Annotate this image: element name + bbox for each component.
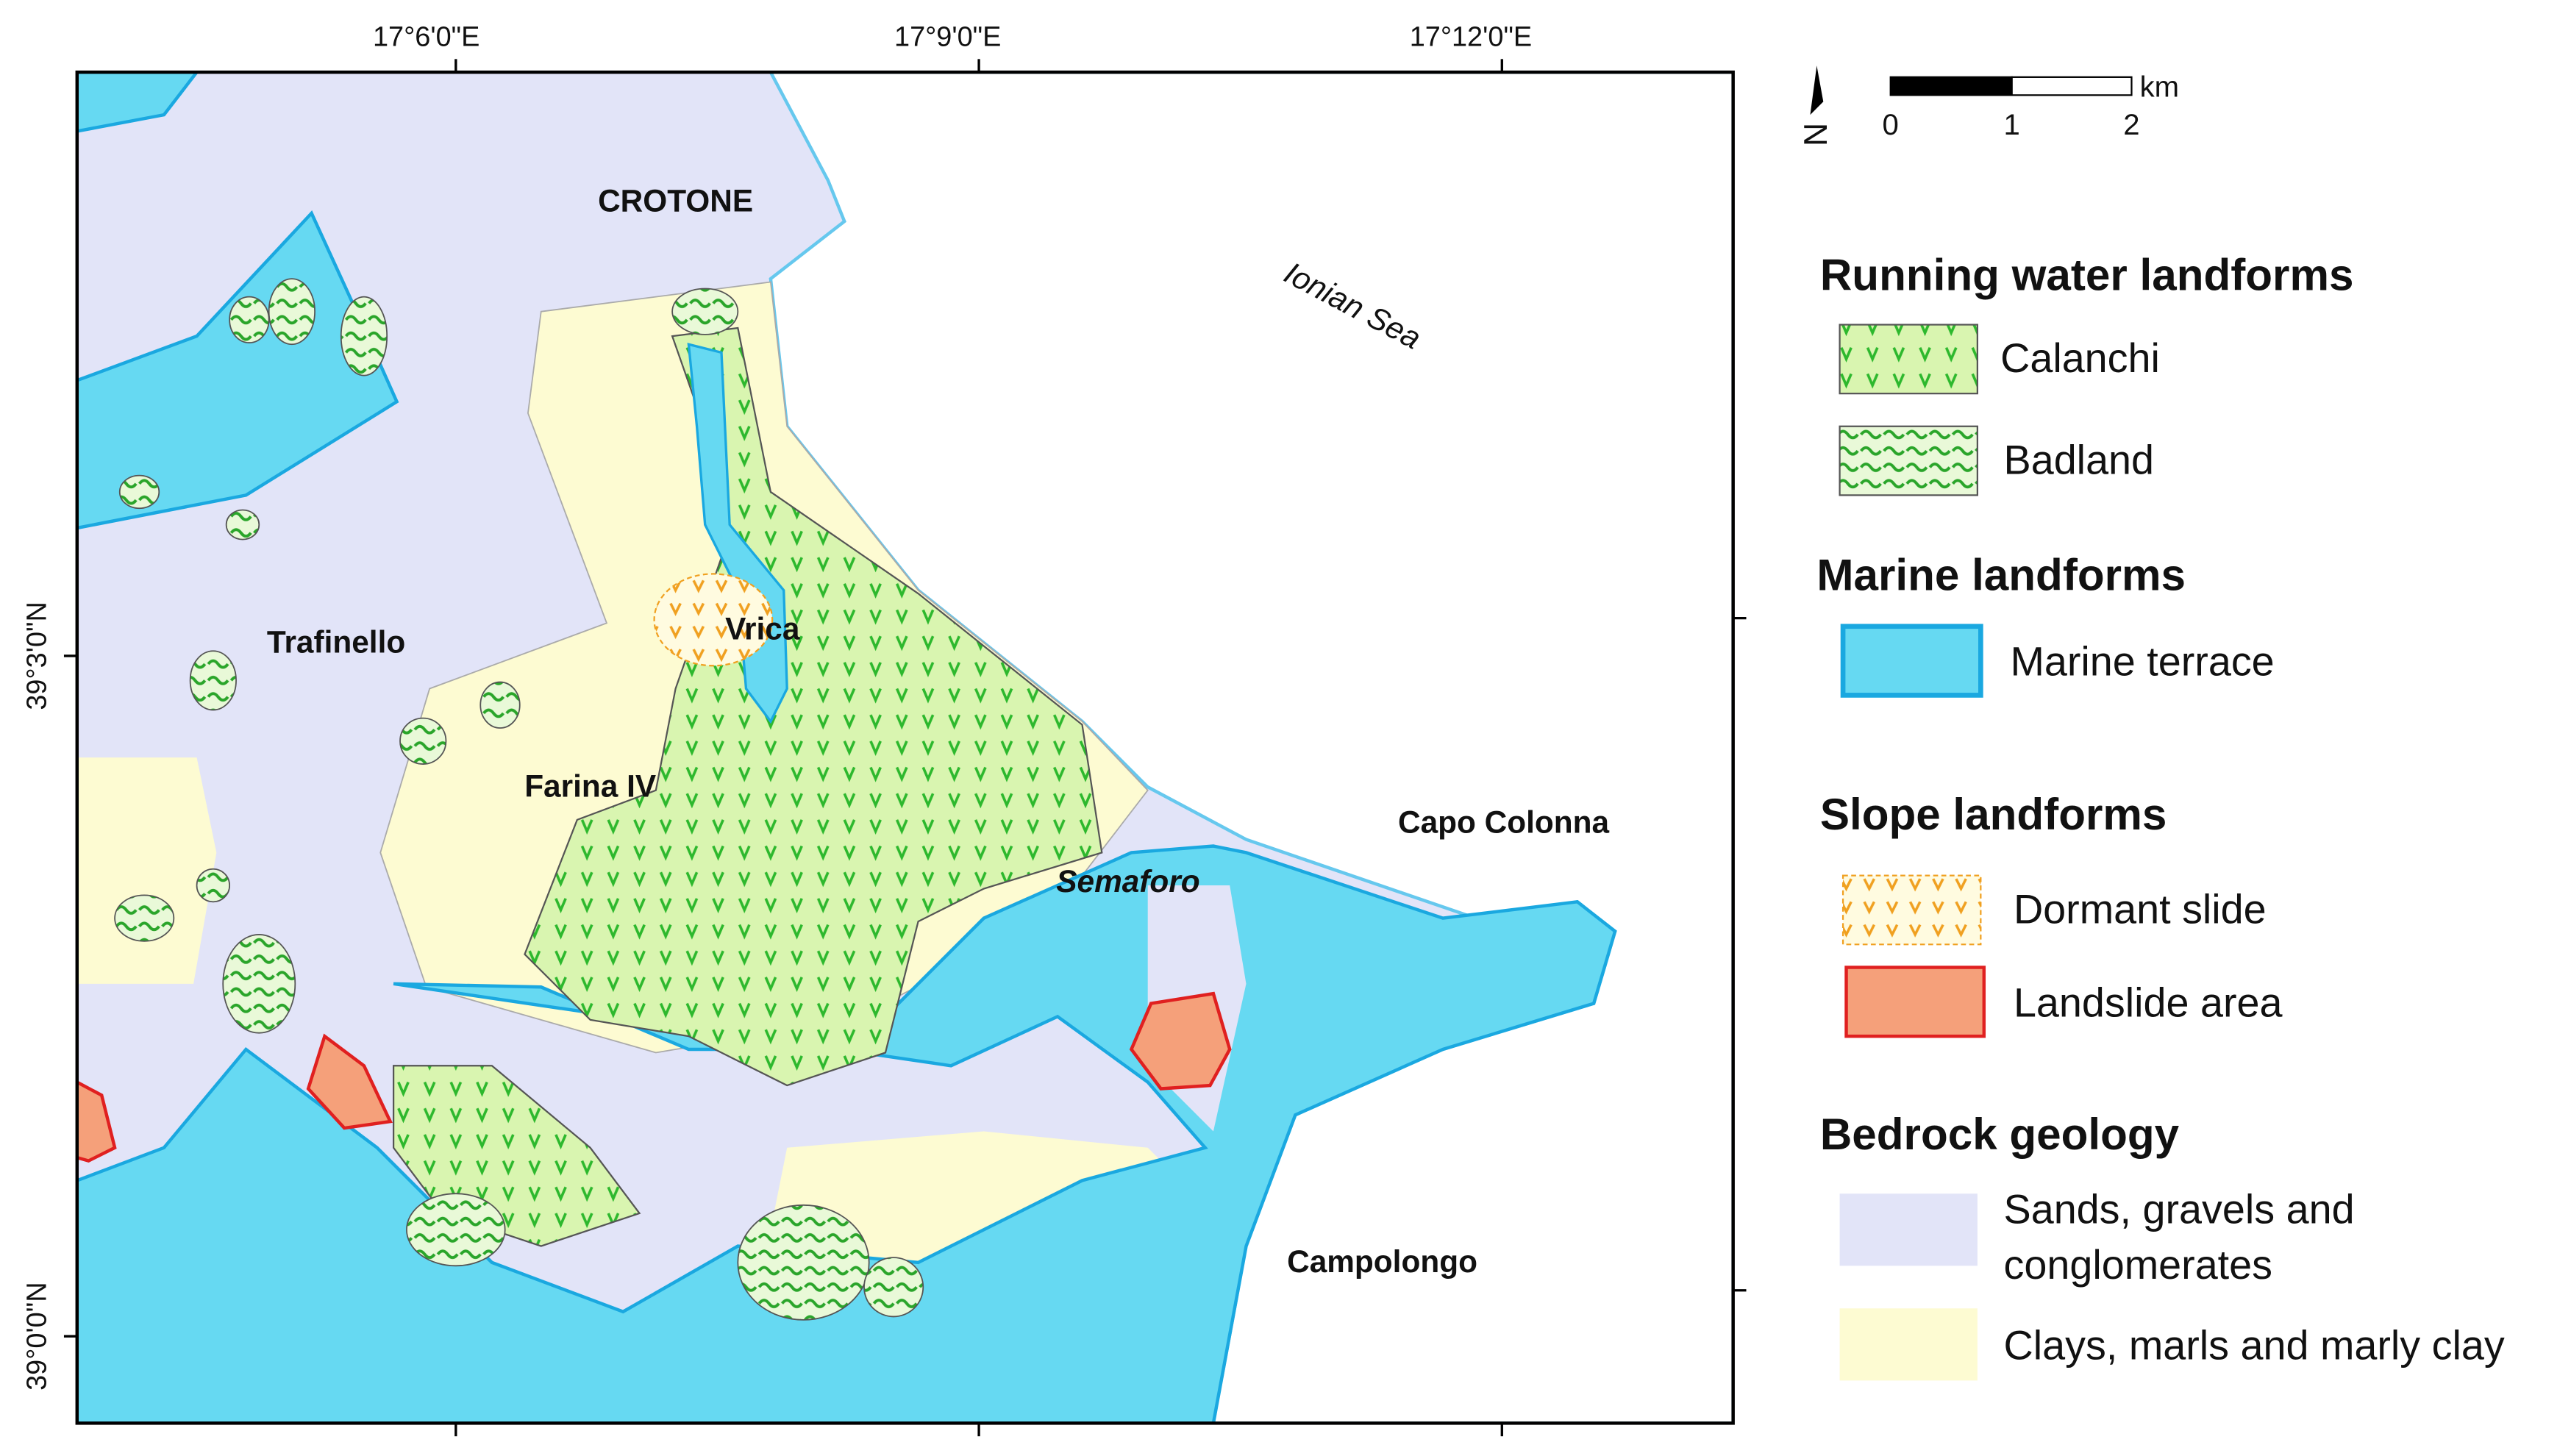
badland xyxy=(671,288,739,335)
badland xyxy=(863,1257,924,1318)
legend-swatch xyxy=(1839,1193,1978,1266)
badland xyxy=(479,681,521,729)
lon-label: 17°6'0"E xyxy=(373,21,479,52)
legend-swatch xyxy=(1840,624,1983,698)
legend-item: Dormant slide xyxy=(2014,886,2267,932)
scale-tick: 2 xyxy=(2123,108,2139,141)
place-label: Vrica xyxy=(725,612,800,646)
map-frame xyxy=(75,70,1735,1425)
lat-label: 39°3'0"N xyxy=(21,602,52,710)
legend-item: Clays, marls and marly clay xyxy=(2004,1322,2505,1368)
badland xyxy=(737,1204,870,1321)
dormant-slide xyxy=(653,573,774,667)
scale-tick: 0 xyxy=(1883,108,1899,141)
badland xyxy=(225,509,260,540)
badland xyxy=(340,296,388,377)
legend-item: Calanchi xyxy=(2000,335,2160,381)
clays-area xyxy=(76,757,217,984)
legend-swatch xyxy=(1844,966,1986,1038)
legend-item: Badland xyxy=(2004,437,2154,482)
legend-heading: Marine landforms xyxy=(1816,551,2186,600)
scale-bar: 0 1 2 km xyxy=(1883,71,2180,141)
calanchi xyxy=(524,326,1103,1087)
legend-swatch xyxy=(1841,874,1982,946)
north-label: N xyxy=(1798,123,1834,146)
legend: Running water landforms Calanchi Badland… xyxy=(1816,251,2505,1381)
lon-label: 17°9'0"E xyxy=(894,21,1001,52)
legend-heading: Running water landforms xyxy=(1820,251,2354,300)
scale-unit: km xyxy=(2140,71,2179,104)
place-label: Semaforo xyxy=(1056,864,1199,899)
legend-item: conglomerates xyxy=(2004,1242,2272,1288)
graticule-ticks xyxy=(63,59,1747,1437)
place-label: Campolongo xyxy=(1287,1244,1477,1279)
legend-item: Marine terrace xyxy=(2010,639,2274,685)
place-label: Trafinello xyxy=(267,624,405,659)
legend-heading: Bedrock geology xyxy=(1820,1110,2180,1159)
badland xyxy=(399,717,447,765)
north-arrow-head xyxy=(1810,65,1824,115)
legend-swatch xyxy=(1839,1308,1978,1381)
lat-label: 39°0'0"N xyxy=(21,1282,52,1391)
landslide xyxy=(76,1080,117,1163)
lon-label: 17°12'0"E xyxy=(1410,21,1532,52)
landslide xyxy=(1129,991,1232,1091)
scale-segment xyxy=(2011,76,2133,96)
scale-tick: 1 xyxy=(2004,108,2020,141)
legend-swatch xyxy=(1839,425,1979,496)
place-label: CROTONE xyxy=(598,184,753,218)
badland xyxy=(189,650,237,711)
badland xyxy=(406,1193,506,1267)
place-label: Capo Colonna xyxy=(1398,805,1610,840)
legend-item: Sands, gravels and xyxy=(2004,1186,2355,1232)
legend-item: Landslide area xyxy=(2014,979,2283,1025)
badland xyxy=(222,934,296,1034)
badland-group xyxy=(114,278,924,1321)
legend-heading: Slope landforms xyxy=(1820,790,2167,839)
badland xyxy=(196,868,231,903)
map-body xyxy=(76,72,1733,1424)
badland xyxy=(268,278,315,346)
landslide xyxy=(306,1033,393,1130)
place-label: Farina IV xyxy=(524,769,656,804)
badland xyxy=(114,894,175,942)
north-arrow: N xyxy=(1798,65,1834,146)
marine-terrace xyxy=(76,72,199,133)
badland xyxy=(229,296,270,343)
badland xyxy=(118,474,160,510)
legend-swatch xyxy=(1839,324,1979,395)
scale-segment xyxy=(1889,76,2013,96)
